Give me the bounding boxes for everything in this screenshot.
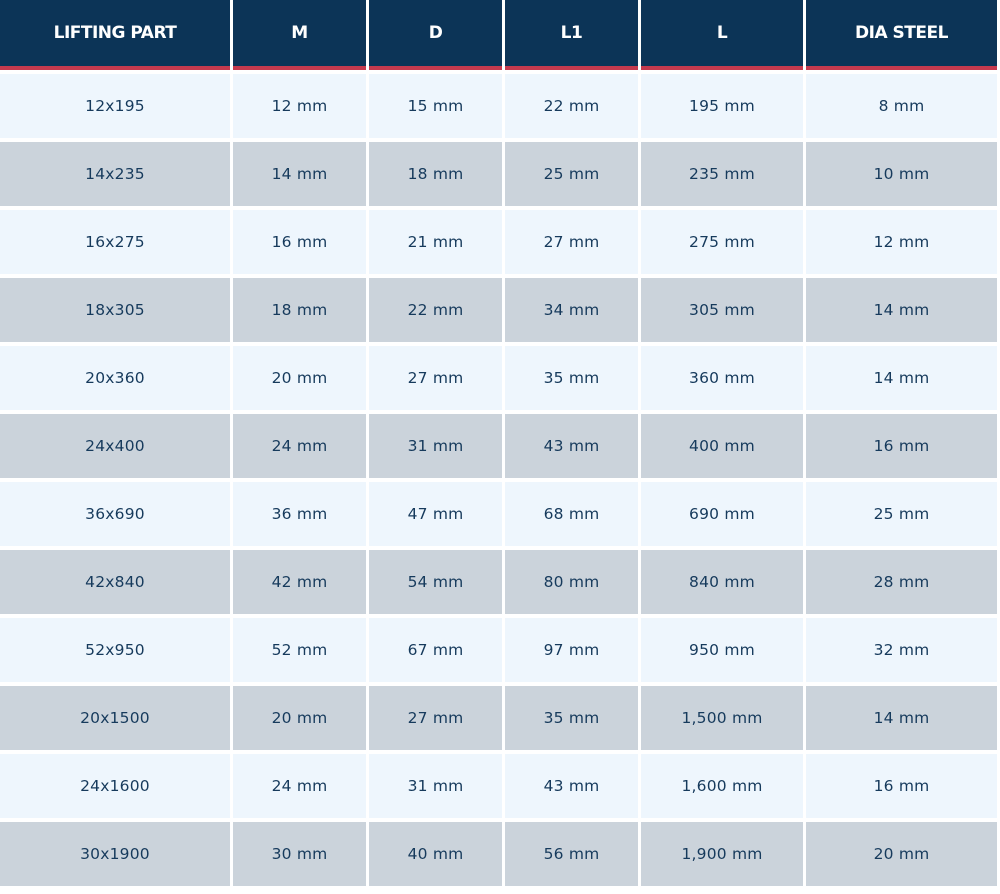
cell-lifting-part: 36x690 (0, 482, 230, 546)
table-row: 52x950 52 mm 67 mm 97 mm 950 mm 32 mm (0, 618, 997, 682)
table-row: 14x235 14 mm 18 mm 25 mm 235 mm 10 mm (0, 142, 997, 206)
cell-m: 12 mm (233, 74, 366, 138)
cell-lifting-part: 16x275 (0, 210, 230, 274)
cell-m: 30 mm (233, 822, 366, 886)
cell-d: 47 mm (369, 482, 502, 546)
cell-dia-steel: 25 mm (806, 482, 997, 546)
cell-lifting-part: 18x305 (0, 278, 230, 342)
table-row: 42x840 42 mm 54 mm 80 mm 840 mm 28 mm (0, 550, 997, 614)
cell-m: 42 mm (233, 550, 366, 614)
cell-lifting-part: 20x360 (0, 346, 230, 410)
table-row: 20x360 20 mm 27 mm 35 mm 360 mm 14 mm (0, 346, 997, 410)
table-row: 24x1600 24 mm 31 mm 43 mm 1,600 mm 16 mm (0, 754, 997, 818)
cell-dia-steel: 32 mm (806, 618, 997, 682)
cell-d: 31 mm (369, 754, 502, 818)
cell-l1: 27 mm (505, 210, 638, 274)
header-lifting-part: LIFTING PART (0, 0, 230, 70)
header-l: L (641, 0, 803, 70)
cell-l: 195 mm (641, 74, 803, 138)
cell-dia-steel: 8 mm (806, 74, 997, 138)
cell-dia-steel: 14 mm (806, 278, 997, 342)
cell-l1: 80 mm (505, 550, 638, 614)
cell-l: 840 mm (641, 550, 803, 614)
cell-l1: 35 mm (505, 686, 638, 750)
table-row: 30x1900 30 mm 40 mm 56 mm 1,900 mm 20 mm (0, 822, 997, 886)
header-m: M (233, 0, 366, 70)
cell-d: 22 mm (369, 278, 502, 342)
cell-d: 27 mm (369, 686, 502, 750)
cell-m: 18 mm (233, 278, 366, 342)
cell-l1: 43 mm (505, 414, 638, 478)
cell-m: 52 mm (233, 618, 366, 682)
table-row: 36x690 36 mm 47 mm 68 mm 690 mm 25 mm (0, 482, 997, 546)
table-row: 24x400 24 mm 31 mm 43 mm 400 mm 16 mm (0, 414, 997, 478)
cell-l1: 22 mm (505, 74, 638, 138)
cell-l1: 68 mm (505, 482, 638, 546)
table-header: LIFTING PART M D L1 L DIA STEEL (0, 0, 997, 70)
cell-dia-steel: 20 mm (806, 822, 997, 886)
cell-m: 16 mm (233, 210, 366, 274)
header-d: D (369, 0, 502, 70)
cell-lifting-part: 12x195 (0, 74, 230, 138)
cell-lifting-part: 24x400 (0, 414, 230, 478)
cell-l: 1,500 mm (641, 686, 803, 750)
cell-dia-steel: 10 mm (806, 142, 997, 206)
cell-l1: 34 mm (505, 278, 638, 342)
cell-m: 20 mm (233, 686, 366, 750)
cell-l: 305 mm (641, 278, 803, 342)
cell-l1: 56 mm (505, 822, 638, 886)
cell-lifting-part: 52x950 (0, 618, 230, 682)
cell-m: 36 mm (233, 482, 366, 546)
cell-dia-steel: 16 mm (806, 754, 997, 818)
cell-lifting-part: 24x1600 (0, 754, 230, 818)
cell-m: 20 mm (233, 346, 366, 410)
cell-l: 360 mm (641, 346, 803, 410)
cell-dia-steel: 28 mm (806, 550, 997, 614)
cell-lifting-part: 20x1500 (0, 686, 230, 750)
cell-l1: 43 mm (505, 754, 638, 818)
table-row: 20x1500 20 mm 27 mm 35 mm 1,500 mm 14 mm (0, 686, 997, 750)
cell-l: 275 mm (641, 210, 803, 274)
table-row: 18x305 18 mm 22 mm 34 mm 305 mm 14 mm (0, 278, 997, 342)
cell-l1: 35 mm (505, 346, 638, 410)
cell-d: 15 mm (369, 74, 502, 138)
header-dia-steel: DIA STEEL (806, 0, 997, 70)
cell-d: 31 mm (369, 414, 502, 478)
table-row: 16x275 16 mm 21 mm 27 mm 275 mm 12 mm (0, 210, 997, 274)
cell-l1: 97 mm (505, 618, 638, 682)
table-body: 12x195 12 mm 15 mm 22 mm 195 mm 8 mm 14x235 14 … (0, 74, 997, 886)
cell-lifting-part: 14x235 (0, 142, 230, 206)
cell-dia-steel: 14 mm (806, 346, 997, 410)
cell-d: 18 mm (369, 142, 502, 206)
cell-l: 1,900 mm (641, 822, 803, 886)
cell-m: 24 mm (233, 754, 366, 818)
cell-dia-steel: 14 mm (806, 686, 997, 750)
cell-l: 400 mm (641, 414, 803, 478)
cell-dia-steel: 16 mm (806, 414, 997, 478)
cell-lifting-part: 42x840 (0, 550, 230, 614)
cell-d: 67 mm (369, 618, 502, 682)
cell-l: 690 mm (641, 482, 803, 546)
cell-lifting-part: 30x1900 (0, 822, 230, 886)
header-l1: L1 (505, 0, 638, 70)
cell-l1: 25 mm (505, 142, 638, 206)
cell-l: 235 mm (641, 142, 803, 206)
cell-l: 1,600 mm (641, 754, 803, 818)
header-row: LIFTING PART M D L1 L DIA STEEL (0, 0, 997, 70)
cell-d: 40 mm (369, 822, 502, 886)
cell-dia-steel: 12 mm (806, 210, 997, 274)
cell-d: 27 mm (369, 346, 502, 410)
cell-m: 24 mm (233, 414, 366, 478)
cell-d: 21 mm (369, 210, 502, 274)
cell-d: 54 mm (369, 550, 502, 614)
cell-m: 14 mm (233, 142, 366, 206)
table-row: 12x195 12 mm 15 mm 22 mm 195 mm 8 mm (0, 74, 997, 138)
cell-l: 950 mm (641, 618, 803, 682)
